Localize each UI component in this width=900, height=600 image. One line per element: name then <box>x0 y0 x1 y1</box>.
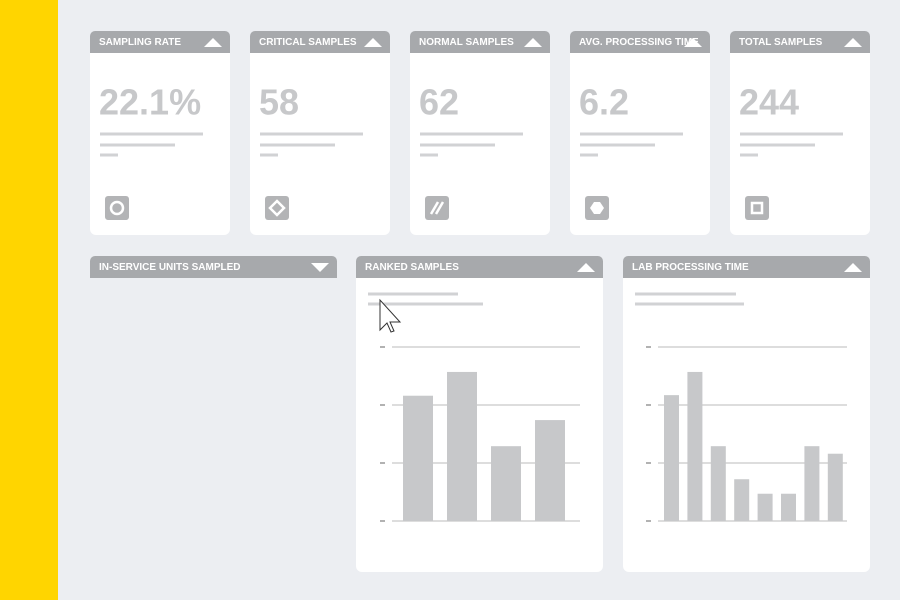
card-icon <box>425 196 449 220</box>
panel-title: NORMAL SAMPLES <box>419 37 514 48</box>
card-icon <box>105 196 129 220</box>
panel-title: TOTAL SAMPLES <box>739 37 823 48</box>
bar <box>535 420 565 521</box>
bar <box>403 395 433 521</box>
card-value: 22.1% <box>99 82 201 123</box>
card-icon <box>745 196 769 220</box>
card-value: 6.2 <box>579 82 629 123</box>
toggle-button[interactable] <box>524 38 542 47</box>
icon-shape <box>109 200 125 216</box>
card-icon <box>265 196 289 220</box>
panel-header-base <box>410 41 550 53</box>
bar <box>734 479 750 521</box>
panel-title: SAMPLING RATE <box>99 37 181 48</box>
bar <box>687 371 703 521</box>
panel-header-base <box>250 41 390 53</box>
panel-title: CRITICAL SAMPLES <box>259 37 357 48</box>
panel-title: RANKED SAMPLES <box>365 262 459 273</box>
card-value: 244 <box>739 82 799 123</box>
card-value: 58 <box>259 82 299 123</box>
icon-shape <box>590 202 604 214</box>
bar <box>781 493 796 521</box>
bar <box>447 371 477 521</box>
panel-header-base <box>90 41 230 53</box>
panel-header-base <box>730 41 870 53</box>
icon-shape <box>750 201 764 215</box>
panel-header-base <box>570 41 710 53</box>
bar <box>710 446 726 521</box>
toggle-button[interactable] <box>204 38 222 47</box>
panel-header-base <box>623 266 870 278</box>
content: SAMPLING RATE 22.1% CRITICAL SAMPLES 58 NORM… <box>90 31 870 572</box>
panel-header-base <box>356 266 603 278</box>
bar <box>757 493 773 521</box>
bar <box>491 446 521 521</box>
toggle-button[interactable] <box>844 263 862 272</box>
card-value: 62 <box>419 82 459 123</box>
icon-shape <box>429 201 445 215</box>
panel-header-base <box>90 266 337 278</box>
bar <box>804 446 820 521</box>
toggle-button[interactable] <box>684 38 702 47</box>
cursor <box>379 298 402 333</box>
bar <box>664 395 679 521</box>
bar <box>827 453 843 521</box>
panel-title: AVG. PROCESSING TIME <box>579 37 699 48</box>
toggle-button[interactable] <box>577 263 595 272</box>
panel-title: LAB PROCESSING TIME <box>632 262 749 273</box>
toggle-button[interactable] <box>364 38 382 47</box>
toggle-button[interactable] <box>844 38 862 47</box>
sidebar <box>0 0 58 600</box>
panel-title: IN-SERVICE UNITS SAMPLED <box>99 262 241 273</box>
icon-shape <box>268 199 286 217</box>
toggle-button[interactable] <box>311 263 329 272</box>
